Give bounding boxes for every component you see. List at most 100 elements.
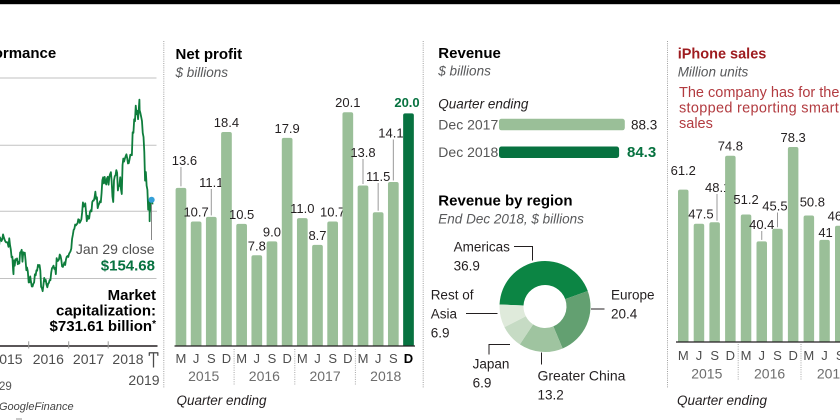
svg-text:Dec 2017: Dec 2017: [438, 117, 498, 133]
svg-text:2015: 2015: [0, 351, 23, 367]
svg-text:Million units: Million units: [678, 65, 749, 80]
svg-text:50.8: 50.8: [800, 195, 825, 210]
svg-text:Revenue by region: Revenue by region: [438, 193, 572, 210]
svg-text:13.8: 13.8: [350, 145, 375, 160]
svg-text:J: J: [314, 351, 321, 366]
svg-text:2015: 2015: [188, 368, 219, 384]
svg-text:13.2: 13.2: [538, 388, 564, 403]
svg-text:2019: 2019: [128, 372, 159, 388]
svg-text:Greater China: Greater China: [538, 368, 626, 384]
svg-text:7.8: 7.8: [248, 238, 266, 253]
svg-text:M: M: [741, 348, 752, 363]
svg-text:61.2: 61.2: [671, 163, 696, 178]
svg-text:47.5: 47.5: [688, 207, 713, 222]
svg-text:D: D: [343, 351, 352, 366]
svg-text:6.9: 6.9: [431, 326, 450, 341]
svg-text:S: S: [207, 351, 216, 366]
svg-text:D: D: [788, 348, 797, 363]
svg-text:S: S: [328, 351, 337, 366]
svg-text:Japan: Japan: [473, 357, 510, 372]
svg-text:Quarter ending: Quarter ending: [677, 393, 768, 408]
svg-text:Share performance: Share performance: [0, 45, 56, 62]
svg-text:S: S: [268, 351, 277, 366]
svg-text:51.2: 51.2: [733, 192, 758, 207]
svg-text:$ billions: $ billions: [175, 65, 229, 80]
svg-text:$154.68: $154.68: [101, 258, 155, 275]
svg-text:6.9: 6.9: [473, 376, 492, 391]
svg-text:S: S: [389, 351, 398, 366]
svg-text:46.7: 46.7: [828, 209, 840, 224]
svg-text:20.4: 20.4: [611, 307, 638, 322]
svg-text:J: J: [759, 348, 766, 363]
svg-text:11.5: 11.5: [366, 169, 390, 184]
svg-text:10.7: 10.7: [183, 205, 208, 220]
svg-text:20.0: 20.0: [394, 95, 419, 110]
svg-text:S: S: [773, 348, 782, 363]
svg-text:D: D: [282, 351, 291, 366]
svg-text:2017: 2017: [817, 366, 840, 382]
svg-text:M: M: [803, 348, 814, 363]
svg-text:capitalization:: capitalization:: [56, 303, 156, 320]
svg-text:J: J: [696, 348, 703, 363]
svg-text:29: 29: [0, 381, 12, 393]
svg-text:2017: 2017: [309, 368, 340, 384]
svg-text:Jan 29 close: Jan 29 close: [76, 241, 155, 257]
svg-text:D: D: [404, 351, 413, 366]
svg-text:M: M: [297, 351, 308, 366]
svg-text:iPhone sales: iPhone sales: [678, 47, 767, 63]
svg-text:J: J: [254, 351, 261, 366]
svg-text:Quarter ending: Quarter ending: [438, 97, 529, 112]
svg-text:2016: 2016: [249, 368, 280, 384]
svg-text:17.9: 17.9: [274, 121, 299, 136]
svg-text:8.7: 8.7: [308, 228, 326, 243]
svg-text:Dec 2018: Dec 2018: [438, 144, 498, 160]
svg-text:J: J: [375, 351, 382, 366]
svg-text:M: M: [176, 351, 187, 366]
svg-text:Rest of: Rest of: [431, 288, 474, 303]
svg-text:The company has for the: The company has for the: [679, 85, 839, 101]
svg-text:J: J: [193, 351, 200, 366]
svg-text:41: 41: [818, 225, 832, 240]
svg-text:S: S: [836, 348, 840, 363]
svg-text:13.6: 13.6: [172, 153, 197, 168]
svg-text:11.0: 11.0: [290, 201, 314, 216]
svg-text:2016: 2016: [33, 351, 64, 367]
svg-text:Europe: Europe: [611, 288, 655, 303]
svg-text:78.3: 78.3: [780, 130, 805, 145]
svg-text:10.7: 10.7: [320, 205, 345, 220]
svg-text:Quarter ending: Quarter ending: [177, 393, 268, 408]
svg-text:20.1: 20.1: [335, 95, 360, 110]
svg-text:D: D: [222, 351, 231, 366]
svg-text:Asia: Asia: [431, 307, 458, 322]
svg-text:40.4: 40.4: [749, 217, 774, 232]
svg-text:M: M: [358, 351, 369, 366]
svg-text:D: D: [726, 348, 735, 363]
svg-text:Revenue: Revenue: [438, 45, 501, 62]
svg-text:Market: Market: [108, 287, 156, 304]
svg-text:2018: 2018: [112, 351, 143, 367]
svg-text:S: S: [710, 348, 719, 363]
svg-text:$731.61 billion*: $731.61 billion*: [50, 318, 157, 335]
svg-text:2017: 2017: [73, 351, 104, 367]
svg-text:2018: 2018: [370, 368, 401, 384]
svg-text:2015: 2015: [691, 366, 722, 382]
svg-text:2016: 2016: [754, 366, 785, 382]
svg-text:9.0: 9.0: [263, 224, 281, 239]
svg-text:M: M: [678, 348, 689, 363]
svg-text:88.3: 88.3: [631, 118, 657, 133]
svg-text:14.1: 14.1: [378, 126, 403, 141]
svg-text:84.3: 84.3: [627, 144, 656, 161]
svg-text:GoogleFinance: GoogleFinance: [0, 401, 74, 413]
svg-text:Americas: Americas: [454, 240, 511, 255]
svg-text:Net profit: Net profit: [176, 46, 243, 63]
svg-text:45.5: 45.5: [762, 199, 787, 214]
svg-text:sales: sales: [679, 116, 713, 132]
svg-text:End Dec 2018, $ billions: End Dec 2018, $ billions: [438, 212, 584, 227]
svg-text:74.8: 74.8: [718, 139, 743, 154]
svg-text:$ billions: $ billions: [437, 64, 491, 79]
svg-text:18.4: 18.4: [214, 115, 239, 130]
svg-text:J: J: [821, 348, 828, 363]
svg-text:M: M: [236, 351, 247, 366]
svg-text:11.1: 11.1: [199, 175, 223, 190]
svg-text:10.5: 10.5: [229, 207, 254, 222]
